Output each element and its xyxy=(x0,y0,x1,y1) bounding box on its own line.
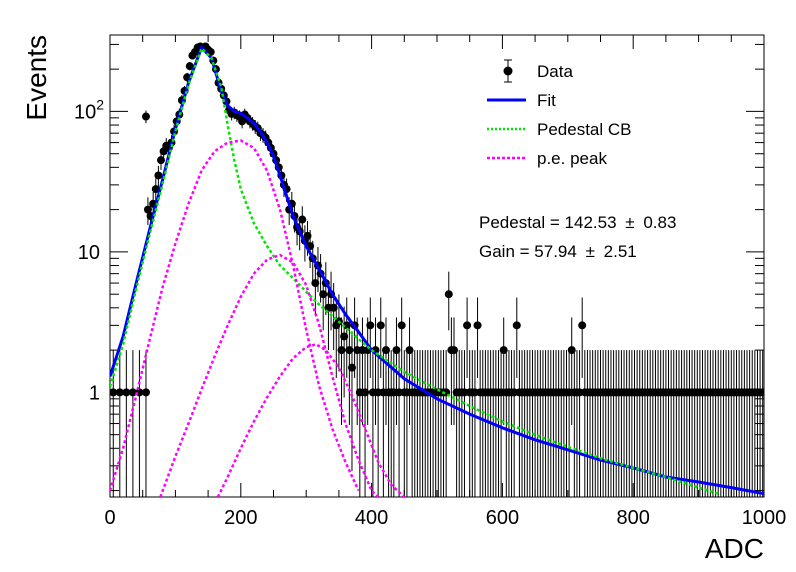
x-tick-label: 1000 xyxy=(742,507,787,529)
legend-marker-data xyxy=(504,60,513,82)
legend: Data Fit Pedestal CB p.e. peak xyxy=(487,60,632,168)
y-tick-labels: 1 10 102 xyxy=(74,96,104,404)
event-spectrum-plot: 0 200 400 600 800 1000 1 10 102 ADC Events Data… xyxy=(0,0,796,572)
x-tick-label: 400 xyxy=(355,507,388,529)
x-tick-labels: 0 200 400 600 800 1000 xyxy=(104,507,786,529)
data-point xyxy=(142,388,150,396)
gain-pm: ± xyxy=(586,242,595,261)
x-tick-label: 200 xyxy=(224,507,257,529)
y-tick-label: 10 xyxy=(78,242,100,264)
data-point xyxy=(154,171,162,179)
data-point xyxy=(759,388,767,396)
data-point xyxy=(377,321,385,329)
pedestal-value: Pedestal = 142.53 xyxy=(479,213,617,232)
data-point xyxy=(513,321,521,329)
pe-peak-curve xyxy=(110,141,359,491)
data-point xyxy=(474,321,482,329)
x-tick-label: 800 xyxy=(617,507,650,529)
data-point xyxy=(398,321,406,329)
x-axis-title: ADC xyxy=(705,533,764,564)
legend-label-pedestal-cb: Pedestal CB xyxy=(537,120,632,139)
pe-peak-curve xyxy=(218,344,404,497)
gain-value: Gain = 57.94 xyxy=(479,242,577,261)
legend-label-data: Data xyxy=(537,62,573,81)
data-point xyxy=(142,113,150,121)
data-series-layer xyxy=(109,42,766,497)
legend-label-pe-peak: p.e. peak xyxy=(537,149,607,168)
data-point xyxy=(463,321,471,329)
data-point xyxy=(445,290,453,298)
data-point xyxy=(366,321,374,329)
y-axis-title: Events xyxy=(21,35,52,121)
pedestal-annotation: Pedestal = 142.53 ± 0.83 xyxy=(479,213,676,232)
pedestal-error: 0.83 xyxy=(643,213,676,232)
data-point xyxy=(578,321,586,329)
x-tick-label: 600 xyxy=(486,507,519,529)
pedestal-pm: ± xyxy=(625,213,634,232)
y-tick-label: 1 xyxy=(89,382,100,404)
data-point xyxy=(298,216,306,224)
gain-annotation: Gain = 57.94 ± 2.51 xyxy=(479,242,637,261)
x-tick-label: 0 xyxy=(104,507,115,529)
gain-error: 2.51 xyxy=(604,242,637,261)
legend-label-fit: Fit xyxy=(537,91,556,110)
y-tick-label: 102 xyxy=(74,96,104,123)
